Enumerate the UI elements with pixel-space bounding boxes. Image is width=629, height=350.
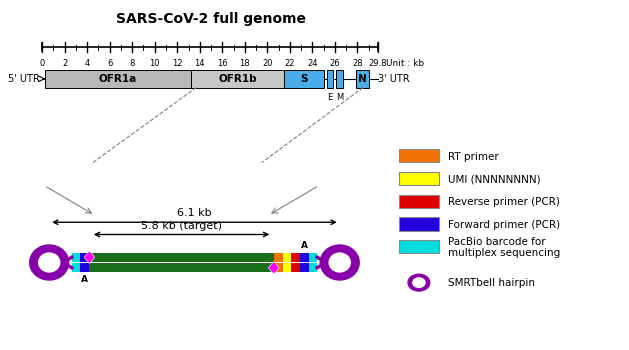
Bar <box>81 263 89 272</box>
Text: SMRTbell hairpin: SMRTbell hairpin <box>448 278 535 288</box>
Bar <box>300 263 309 272</box>
Text: 14: 14 <box>194 58 205 68</box>
Bar <box>335 70 343 88</box>
Bar <box>399 217 439 231</box>
Text: 10: 10 <box>150 58 160 68</box>
Bar <box>284 70 324 88</box>
Bar <box>327 70 333 88</box>
Text: OFR1b: OFR1b <box>218 74 257 84</box>
Text: 29.8: 29.8 <box>369 58 387 68</box>
Text: 24: 24 <box>307 58 318 68</box>
Bar <box>72 263 81 272</box>
Text: 26: 26 <box>330 58 340 68</box>
Text: Forward primer (PCR): Forward primer (PCR) <box>448 220 560 230</box>
Text: SARS-CoV-2 full genome: SARS-CoV-2 full genome <box>116 12 306 26</box>
Bar <box>72 263 317 272</box>
Bar <box>291 253 300 262</box>
Text: 0: 0 <box>40 58 45 68</box>
Bar <box>399 172 439 185</box>
Text: 16: 16 <box>217 58 228 68</box>
Bar <box>274 253 283 262</box>
Text: OFR1a: OFR1a <box>99 74 137 84</box>
Text: 5' UTR: 5' UTR <box>8 74 40 84</box>
Text: A: A <box>301 241 308 250</box>
Text: M: M <box>336 93 343 103</box>
Bar <box>81 253 89 262</box>
Polygon shape <box>84 251 95 264</box>
Text: E: E <box>328 93 333 103</box>
Text: UMI (NNNNNNNN): UMI (NNNNNNNN) <box>448 174 541 184</box>
Bar <box>399 195 439 208</box>
Circle shape <box>38 253 60 272</box>
Text: 2: 2 <box>62 58 67 68</box>
Text: S: S <box>300 74 308 84</box>
Bar <box>357 70 369 88</box>
Text: RT primer: RT primer <box>448 152 499 162</box>
Text: 3' UTR: 3' UTR <box>378 74 409 84</box>
Text: 22: 22 <box>285 58 295 68</box>
Circle shape <box>329 253 350 272</box>
Text: 12: 12 <box>172 58 182 68</box>
Bar <box>309 263 317 272</box>
Bar <box>274 263 283 272</box>
Polygon shape <box>269 261 279 274</box>
Text: 4: 4 <box>84 58 90 68</box>
Bar <box>72 253 317 262</box>
Text: A: A <box>81 275 88 284</box>
Bar <box>191 70 284 88</box>
Bar <box>283 263 291 272</box>
Text: 18: 18 <box>240 58 250 68</box>
Circle shape <box>413 278 425 287</box>
Bar <box>300 253 309 262</box>
Text: PacBio barcode for
multiplex sequencing: PacBio barcode for multiplex sequencing <box>448 237 560 258</box>
Circle shape <box>320 245 359 280</box>
Bar <box>291 263 300 272</box>
Text: 6: 6 <box>107 58 113 68</box>
Bar <box>45 70 191 88</box>
Bar <box>72 253 81 262</box>
Bar <box>399 149 439 162</box>
Bar <box>399 240 439 253</box>
Text: 8: 8 <box>130 58 135 68</box>
Text: 20: 20 <box>262 58 272 68</box>
Text: Reverse primer (PCR): Reverse primer (PCR) <box>448 197 560 207</box>
Bar <box>283 253 291 262</box>
Text: 5.8 kb (target): 5.8 kb (target) <box>141 221 222 231</box>
Circle shape <box>30 245 69 280</box>
Bar <box>309 253 317 262</box>
Text: Unit : kb: Unit : kb <box>386 58 424 68</box>
Text: 6.1 kb: 6.1 kb <box>177 208 212 218</box>
Text: N: N <box>358 74 367 84</box>
Circle shape <box>408 274 430 291</box>
Text: 28: 28 <box>352 58 363 68</box>
